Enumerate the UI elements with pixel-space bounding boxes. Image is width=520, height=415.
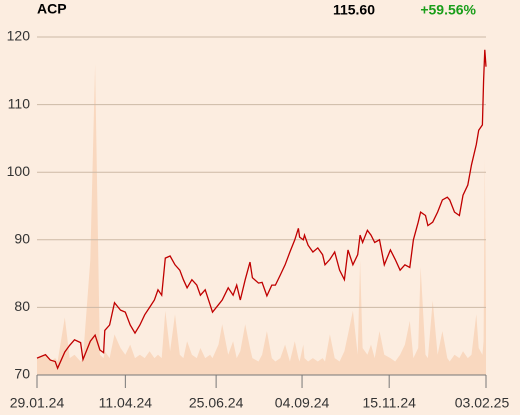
price-label: 115.60: [333, 2, 375, 18]
y-tick-label: 80: [14, 298, 30, 314]
y-tick-label: 110: [8, 95, 31, 111]
x-tick-label: 11.04.24: [99, 395, 153, 411]
y-tick-label: 120: [7, 28, 31, 44]
x-tick-label: 29.01.24: [10, 395, 65, 411]
y-tick-label: 90: [14, 231, 30, 247]
chart-title: ACP: [37, 1, 67, 17]
x-tick-label: 04.09.24: [275, 395, 330, 411]
y-tick-label: 100: [7, 163, 31, 179]
volume-area: [37, 64, 486, 375]
y-tick-label: 70: [14, 366, 30, 382]
change-label: +59.56%: [420, 2, 476, 18]
x-tick-label: 03.02.25: [455, 395, 510, 411]
x-tick-label: 25.06.24: [189, 395, 244, 411]
x-tick-label: 15.11.24: [362, 395, 416, 411]
price-line: [36, 49, 487, 370]
